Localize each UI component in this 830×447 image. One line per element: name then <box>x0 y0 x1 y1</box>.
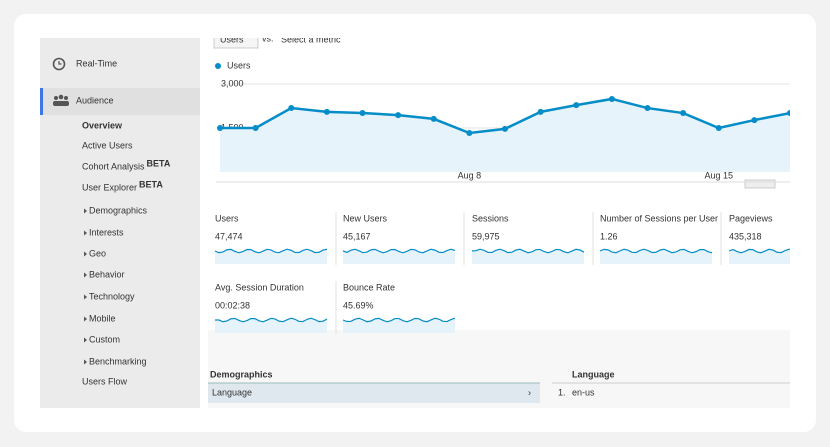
row-arrow: › <box>528 387 531 397</box>
legend-dot <box>215 63 221 69</box>
sparkline-area <box>472 249 584 264</box>
metric-label: Sessions <box>472 213 509 223</box>
sparkline <box>214 317 328 323</box>
sparkline <box>471 248 585 254</box>
point <box>430 115 437 122</box>
nav-item[interactable]: Technology <box>89 291 135 301</box>
nav-item[interactable]: User Explorer <box>82 182 137 192</box>
selected-row[interactable] <box>208 383 540 403</box>
point <box>573 102 580 109</box>
point <box>715 125 722 131</box>
metric-label: Pageviews <box>729 213 773 223</box>
expand-arrow <box>84 251 87 257</box>
point <box>644 105 651 112</box>
metric-select[interactable]: Users <box>220 34 244 44</box>
nav-item[interactable]: Benchmarking <box>89 356 147 366</box>
legend-label: Users <box>227 60 251 70</box>
row-link[interactable]: en-us <box>572 387 595 397</box>
nav-item[interactable]: Demographics <box>89 205 148 215</box>
point <box>680 110 687 117</box>
nav-item[interactable]: Users Flow <box>82 376 128 386</box>
table-header: Demographics <box>210 369 273 379</box>
nav-item[interactable]: Mobile <box>89 313 116 323</box>
metric-value: 47,474 <box>215 231 243 241</box>
table-header: Language <box>572 369 615 379</box>
sparkline <box>342 317 456 323</box>
area <box>220 98 790 172</box>
point <box>288 105 295 112</box>
point <box>395 112 402 119</box>
sparkline <box>342 248 456 254</box>
select-metric-link[interactable]: Select a metric <box>281 34 341 44</box>
metric-label: Users <box>215 213 239 223</box>
clock-icon <box>52 57 66 71</box>
beta-badge: BETA <box>147 158 171 168</box>
metric-value: 1.26 <box>600 231 618 241</box>
nav-item[interactable]: Behavior <box>89 269 125 279</box>
active-marker <box>40 88 43 115</box>
expand-arrow <box>84 208 87 214</box>
point <box>466 129 473 136</box>
nav-item[interactable]: Cohort Analysis <box>82 161 145 171</box>
nav-item[interactable]: Real-Time <box>76 58 117 68</box>
nav-item[interactable]: Overview <box>82 120 123 130</box>
point <box>323 108 330 115</box>
point <box>217 125 223 131</box>
sparkline <box>214 248 328 254</box>
sparkline-area <box>343 318 455 333</box>
point <box>359 110 366 117</box>
sparkline-area <box>729 249 790 264</box>
expand-arrow <box>84 294 87 300</box>
nav-item[interactable]: Active Users <box>82 140 133 150</box>
sparkline <box>728 248 790 254</box>
scroll-handle <box>744 179 776 189</box>
point <box>502 125 508 132</box>
metric-value: 59,975 <box>472 231 500 241</box>
metric-value: 00:02:38 <box>215 300 250 310</box>
metric-label: Bounce Rate <box>343 282 395 292</box>
sparkline-area <box>215 249 327 264</box>
beta-badge: BETA <box>139 179 163 189</box>
point <box>787 110 790 117</box>
metric-value: 435,318 <box>729 231 762 241</box>
app-screen: Users vs. Select a metric Real-Time Audience… <box>40 30 790 408</box>
clock-hands <box>58 61 62 65</box>
nav-item[interactable]: Interests <box>89 227 124 237</box>
sparkline-area <box>343 249 455 264</box>
expand-arrow <box>84 316 87 322</box>
nav-item[interactable]: Audience <box>76 95 114 105</box>
expand-arrow <box>84 230 87 236</box>
expand-arrow <box>84 337 87 343</box>
metric-value: 45.69% <box>343 300 374 310</box>
metric-label: Number of Sessions per User <box>600 213 718 223</box>
y-tick-label: 3,000 <box>221 78 244 88</box>
point <box>252 125 259 131</box>
expand-arrow <box>84 359 87 365</box>
sparkline-area <box>215 318 327 333</box>
row-rank: 1. <box>558 387 566 397</box>
point <box>751 117 758 124</box>
sparkline-area <box>600 249 712 264</box>
point <box>537 108 544 115</box>
x-tick-label: Aug 15 <box>704 170 733 180</box>
x-tick-label: Aug 8 <box>458 170 482 180</box>
metric-label: Avg. Session Duration <box>215 282 304 292</box>
audience-icon <box>53 94 69 106</box>
nav-item[interactable]: Geo <box>89 248 106 258</box>
point <box>608 95 615 102</box>
nav-item[interactable]: Custom <box>89 334 120 344</box>
sparkline <box>599 248 713 254</box>
vs-label: vs. <box>262 33 274 43</box>
metric-label: New Users <box>343 213 388 223</box>
expand-arrow <box>84 272 87 278</box>
metric-dropdown[interactable] <box>213 30 259 49</box>
table-row[interactable]: Language <box>212 387 252 397</box>
metric-value: 45,167 <box>343 231 371 241</box>
